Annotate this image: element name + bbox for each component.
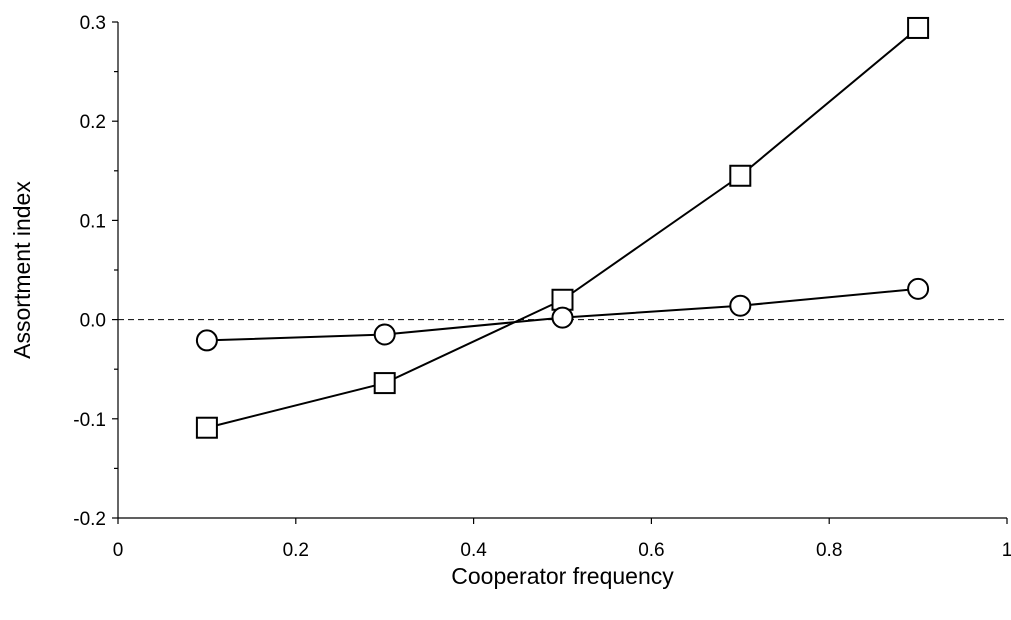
- series-square: [195, 16, 930, 439]
- circle-marker: [907, 277, 930, 300]
- x-tick-label: 0.6: [638, 540, 664, 561]
- x-tick-label: 0: [113, 540, 124, 561]
- y-tick-label: 0.0: [80, 311, 106, 332]
- x-tick-label: 0.4: [460, 540, 487, 561]
- square-marker: [729, 164, 752, 187]
- y-axis-title: Assortment index: [9, 181, 35, 359]
- x-tick-label: 0.8: [816, 540, 842, 561]
- y-tick-label: 0.1: [80, 211, 106, 232]
- circle-marker: [729, 294, 752, 317]
- y-tick-label: 0.2: [80, 112, 106, 133]
- ticks: 0 0.2 0.4 0.6 0.8 1 -0.2 -0.1 0.0 0.1 0.2 0.3: [73, 13, 1011, 561]
- axes: [117, 22, 1007, 519]
- x-axis-title: Cooperator frequency: [451, 563, 674, 589]
- series-line-square: [206, 27, 919, 429]
- circle-marker: [195, 329, 218, 352]
- y-tick-label: 0.3: [80, 13, 106, 34]
- square-marker: [907, 16, 930, 39]
- circle-marker: [373, 323, 396, 346]
- x-tick-label: 0.2: [283, 540, 309, 561]
- square-marker: [195, 416, 218, 439]
- circle-marker: [551, 306, 574, 329]
- series-layer: [195, 16, 930, 439]
- y-tick-label: -0.2: [73, 509, 106, 530]
- x-tick-label: 1: [1002, 540, 1011, 561]
- square-marker: [373, 372, 396, 395]
- series-circle: [195, 277, 930, 352]
- y-tick-label: -0.1: [73, 410, 106, 431]
